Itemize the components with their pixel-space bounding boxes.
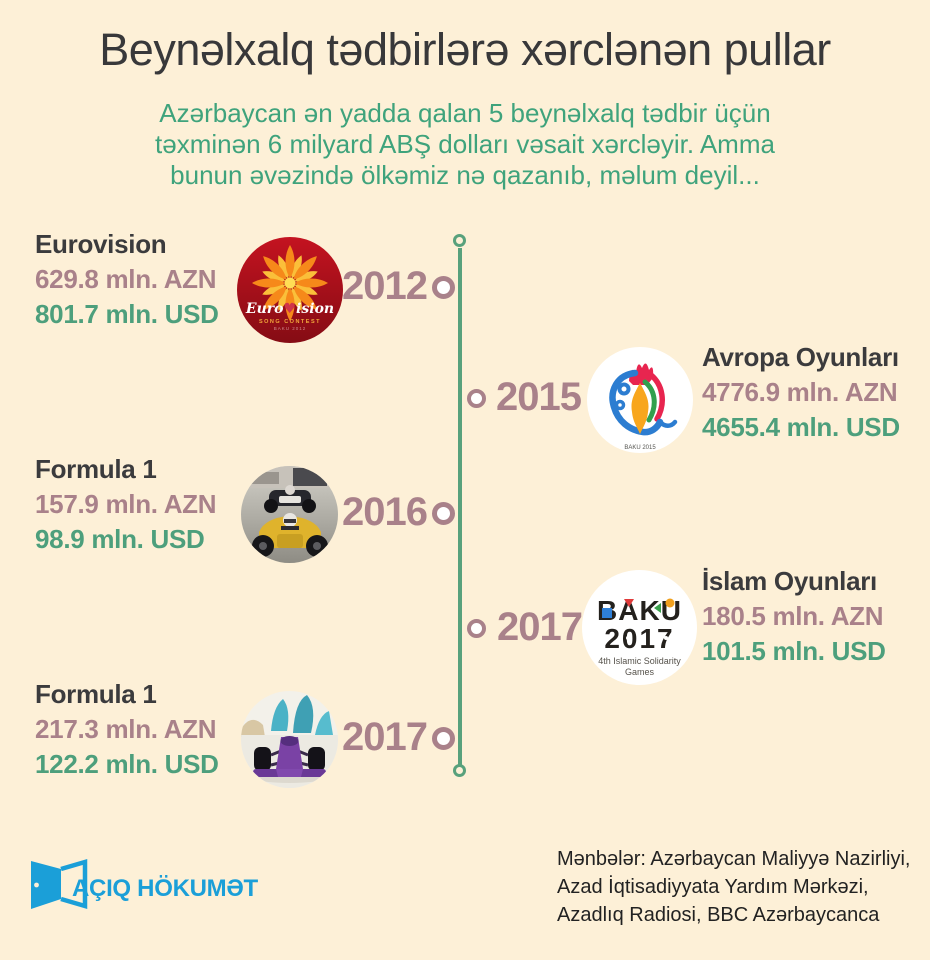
timeline-marker-2017b [432, 727, 455, 750]
event-year-2017a: 2017 [497, 605, 583, 649]
formula1-2016-photo [241, 466, 338, 563]
eurovision-wordmark: Euro♥ision [245, 301, 334, 317]
timeline-marker-2016 [432, 502, 455, 525]
sources-line-1: Mənbələr: Azərbaycan Maliyyə Nazirliyi, [557, 848, 911, 870]
event-usd-amount: 4655.4 mln. USD [702, 412, 900, 442]
event-name: Formula 1 [35, 679, 157, 709]
baku-2015-european-games-logo: BAKU 2015 [587, 347, 693, 453]
event-usd-amount: 122.2 mln. USD [35, 749, 219, 779]
event-eurovision-textblock: Eurovision 629.8 mln. AZN 801.7 mln. USD [35, 227, 219, 332]
baku2017-logo-icon: BAKU 2017 4th Islamic Solidarity Games [582, 570, 697, 685]
timeline-end-dot [453, 764, 466, 777]
event-year-2012: 2012 [342, 264, 428, 308]
subtitle-line-3: bunun əvəzində ölkəmiz nə qazanıb, məlum… [170, 160, 760, 190]
baku2015-logo-icon: BAKU 2015 [587, 347, 693, 453]
event-name: Avropa Oyunları [702, 342, 899, 372]
event-azn-amount: 180.5 mln. AZN [702, 601, 884, 631]
page-subtitle: Azərbaycan ən yadda qalan 5 beynəlxalq t… [0, 98, 930, 191]
page-title: Beynəlxalq tədbirlərə xərclənən pullar [99, 24, 831, 75]
eurovision-baku2012: BAKU 2012 [274, 326, 307, 331]
baku-2017-islamic-games-logo: BAKU 2017 4th Islamic Solidarity Games [582, 570, 697, 685]
eurovision-2012-logo: Euro♥ision SONG CONTEST BAKU 2012 [237, 237, 343, 343]
event-name: Eurovision [35, 229, 167, 259]
subtitle-line-1: Azərbaycan ən yadda qalan 5 beynəlxalq t… [159, 98, 771, 128]
sources-line-2: Azad İqtisadiyyata Yardım Mərkəzi, [557, 876, 869, 898]
event-azn-amount: 629.8 mln. AZN [35, 264, 217, 294]
formula1-2016-photo-icon [241, 466, 338, 563]
event-avropa-textblock: Avropa Oyunları 4776.9 mln. AZN 4655.4 m… [702, 340, 900, 445]
sources-block: Mənbələr: Azərbaycan Maliyyə Nazirliyi, … [557, 845, 910, 929]
event-usd-amount: 98.9 mln. USD [35, 524, 205, 554]
timeline-marker-2017a [467, 619, 486, 638]
subtitle-line-2: təxminən 6 milyard ABŞ dolları vəsait xə… [155, 129, 775, 159]
event-azn-amount: 157.9 mln. AZN [35, 489, 217, 519]
eurovision-subtitle: SONG CONTEST [259, 319, 321, 325]
event-year-2015: 2015 [496, 375, 582, 419]
baku2017-sub1: 4th Islamic Solidarity [598, 656, 681, 666]
open-government-logo [28, 858, 92, 912]
event-year-2016: 2016 [342, 490, 428, 534]
brand-wordmark: AÇIQ HÖKUMƏT [72, 875, 258, 902]
event-year-2017b: 2017 [342, 715, 428, 759]
timeline-start-dot [453, 234, 466, 247]
formula1-2017-photo [241, 691, 338, 788]
event-azn-amount: 217.3 mln. AZN [35, 714, 217, 744]
baku2017-sub2: Games [625, 667, 655, 677]
event-usd-amount: 801.7 mln. USD [35, 299, 219, 329]
event-islam-textblock: İslam Oyunları 180.5 mln. AZN 101.5 mln.… [702, 564, 886, 669]
timeline-marker-2015 [467, 389, 486, 408]
open-door-icon [31, 859, 88, 909]
eurovision-logo-icon: Euro♥ision SONG CONTEST BAKU 2012 [237, 237, 343, 343]
event-azn-amount: 4776.9 mln. AZN [702, 377, 898, 407]
heart-icon: ♥ [283, 301, 296, 317]
event-formula1-2016-textblock: Formula 1 157.9 mln. AZN 98.9 mln. USD [35, 452, 217, 557]
baku2015-caption: BAKU 2015 [624, 445, 656, 451]
timeline-marker-2012 [432, 276, 455, 299]
formula1-2017-photo-icon [241, 691, 338, 788]
sources-line-3: Azadlıq Radiosi, BBC Azərbaycanca [557, 904, 880, 926]
event-name: İslam Oyunları [702, 566, 877, 596]
baku2017-year: 2017 [604, 623, 674, 654]
event-usd-amount: 101.5 mln. USD [702, 636, 886, 666]
event-name: Formula 1 [35, 454, 157, 484]
timeline-line [458, 248, 462, 766]
event-formula1-2017-textblock: Formula 1 217.3 mln. AZN 122.2 mln. USD [35, 677, 219, 782]
